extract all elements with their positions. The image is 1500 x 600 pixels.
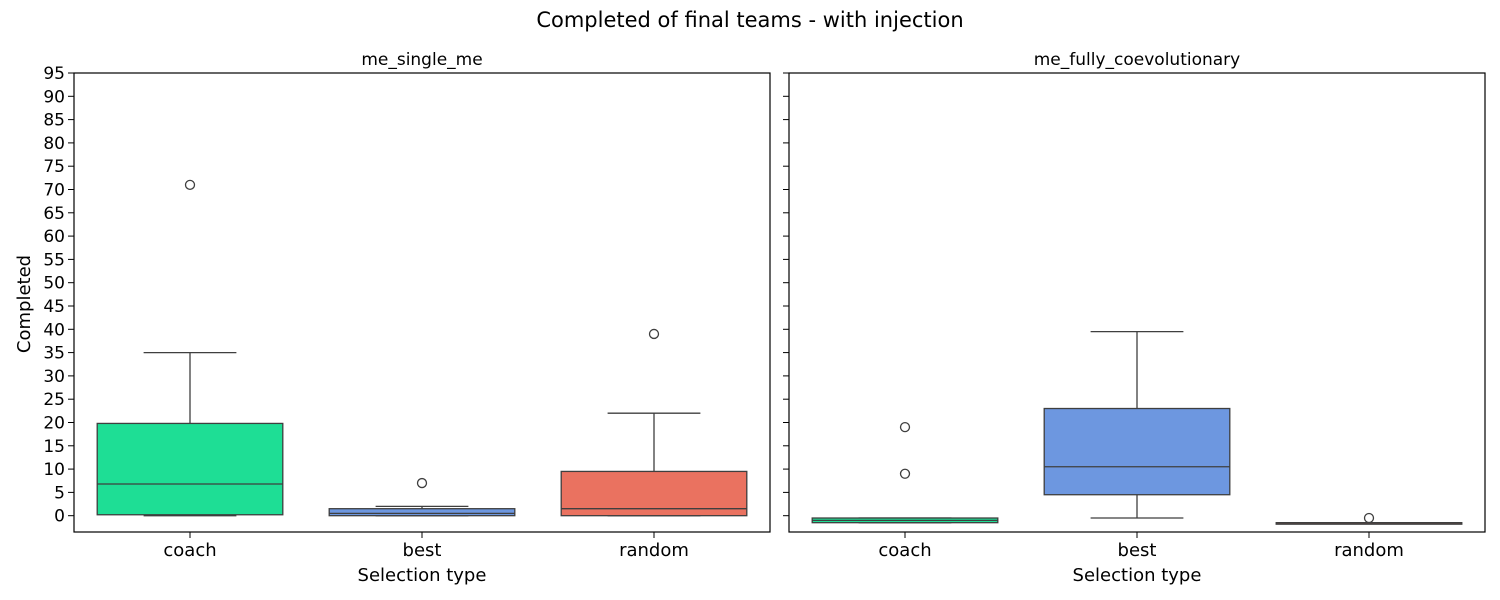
y-tick-label: 45 bbox=[43, 297, 65, 317]
panel-title: me_single_me bbox=[361, 50, 482, 70]
axes-frame bbox=[788, 72, 1486, 533]
outlier-point bbox=[648, 328, 660, 340]
outlier-point bbox=[1363, 512, 1375, 524]
y-tick-label: 65 bbox=[43, 204, 65, 224]
x-tick-label: best bbox=[403, 540, 442, 561]
x-tick-label: coach bbox=[163, 540, 216, 561]
box-best bbox=[1043, 407, 1231, 496]
outlier-point bbox=[416, 477, 428, 489]
box-coach bbox=[96, 422, 284, 516]
y-tick-label: 70 bbox=[43, 180, 65, 200]
y-tick-label: 35 bbox=[43, 344, 65, 364]
panel-me-fully-coevolutionary: me_fully_coevolutionary Selection type c… bbox=[783, 50, 1486, 586]
axes-frame bbox=[73, 72, 771, 533]
y-tick-label: 60 bbox=[43, 227, 65, 247]
y-tick-label: 90 bbox=[43, 87, 65, 107]
plot-area: 0 5 10 15 20 25 30 35 40 45 50 55 60 65 70 75 80 85 90 95 co… bbox=[43, 64, 771, 561]
y-tick-label: 50 bbox=[43, 274, 65, 294]
y-tick-label: 75 bbox=[43, 157, 65, 177]
y-tick-label: 5 bbox=[54, 483, 65, 503]
y-axis-label: Completed bbox=[14, 255, 35, 353]
outlier-point bbox=[899, 422, 911, 433]
y-tick-label: 20 bbox=[43, 413, 65, 433]
y-tick-label: 10 bbox=[43, 460, 65, 480]
y-tick-label: 80 bbox=[43, 134, 65, 154]
figure-title: Completed of final teams - with injectio… bbox=[536, 8, 963, 32]
y-tick-label: 40 bbox=[43, 320, 65, 340]
panel-me-single-me: me_single_me Selection type 0 5 10 15 20 25 30… bbox=[43, 50, 771, 586]
x-tick-label: coach bbox=[878, 540, 931, 561]
x-tick-label: random bbox=[1334, 540, 1404, 561]
y-tick-label: 25 bbox=[43, 390, 65, 410]
outlier-point bbox=[899, 468, 911, 479]
plot-area: coach best random bbox=[783, 72, 1486, 561]
panel-title: me_fully_coevolutionary bbox=[1034, 50, 1240, 70]
outlier-point bbox=[184, 179, 196, 190]
y-tick-label: 0 bbox=[54, 507, 65, 527]
y-tick-label: 85 bbox=[43, 111, 65, 131]
x-tick-label: best bbox=[1118, 540, 1157, 561]
y-tick-label: 15 bbox=[43, 437, 65, 457]
x-axis-label: Selection type bbox=[1073, 565, 1202, 586]
y-tick-label: 95 bbox=[43, 64, 65, 84]
x-axis-label: Selection type bbox=[358, 565, 487, 586]
x-tick-label: random bbox=[619, 540, 689, 561]
y-tick-label: 30 bbox=[43, 367, 65, 387]
y-tick-label: 55 bbox=[43, 250, 65, 270]
box-best bbox=[328, 508, 516, 517]
